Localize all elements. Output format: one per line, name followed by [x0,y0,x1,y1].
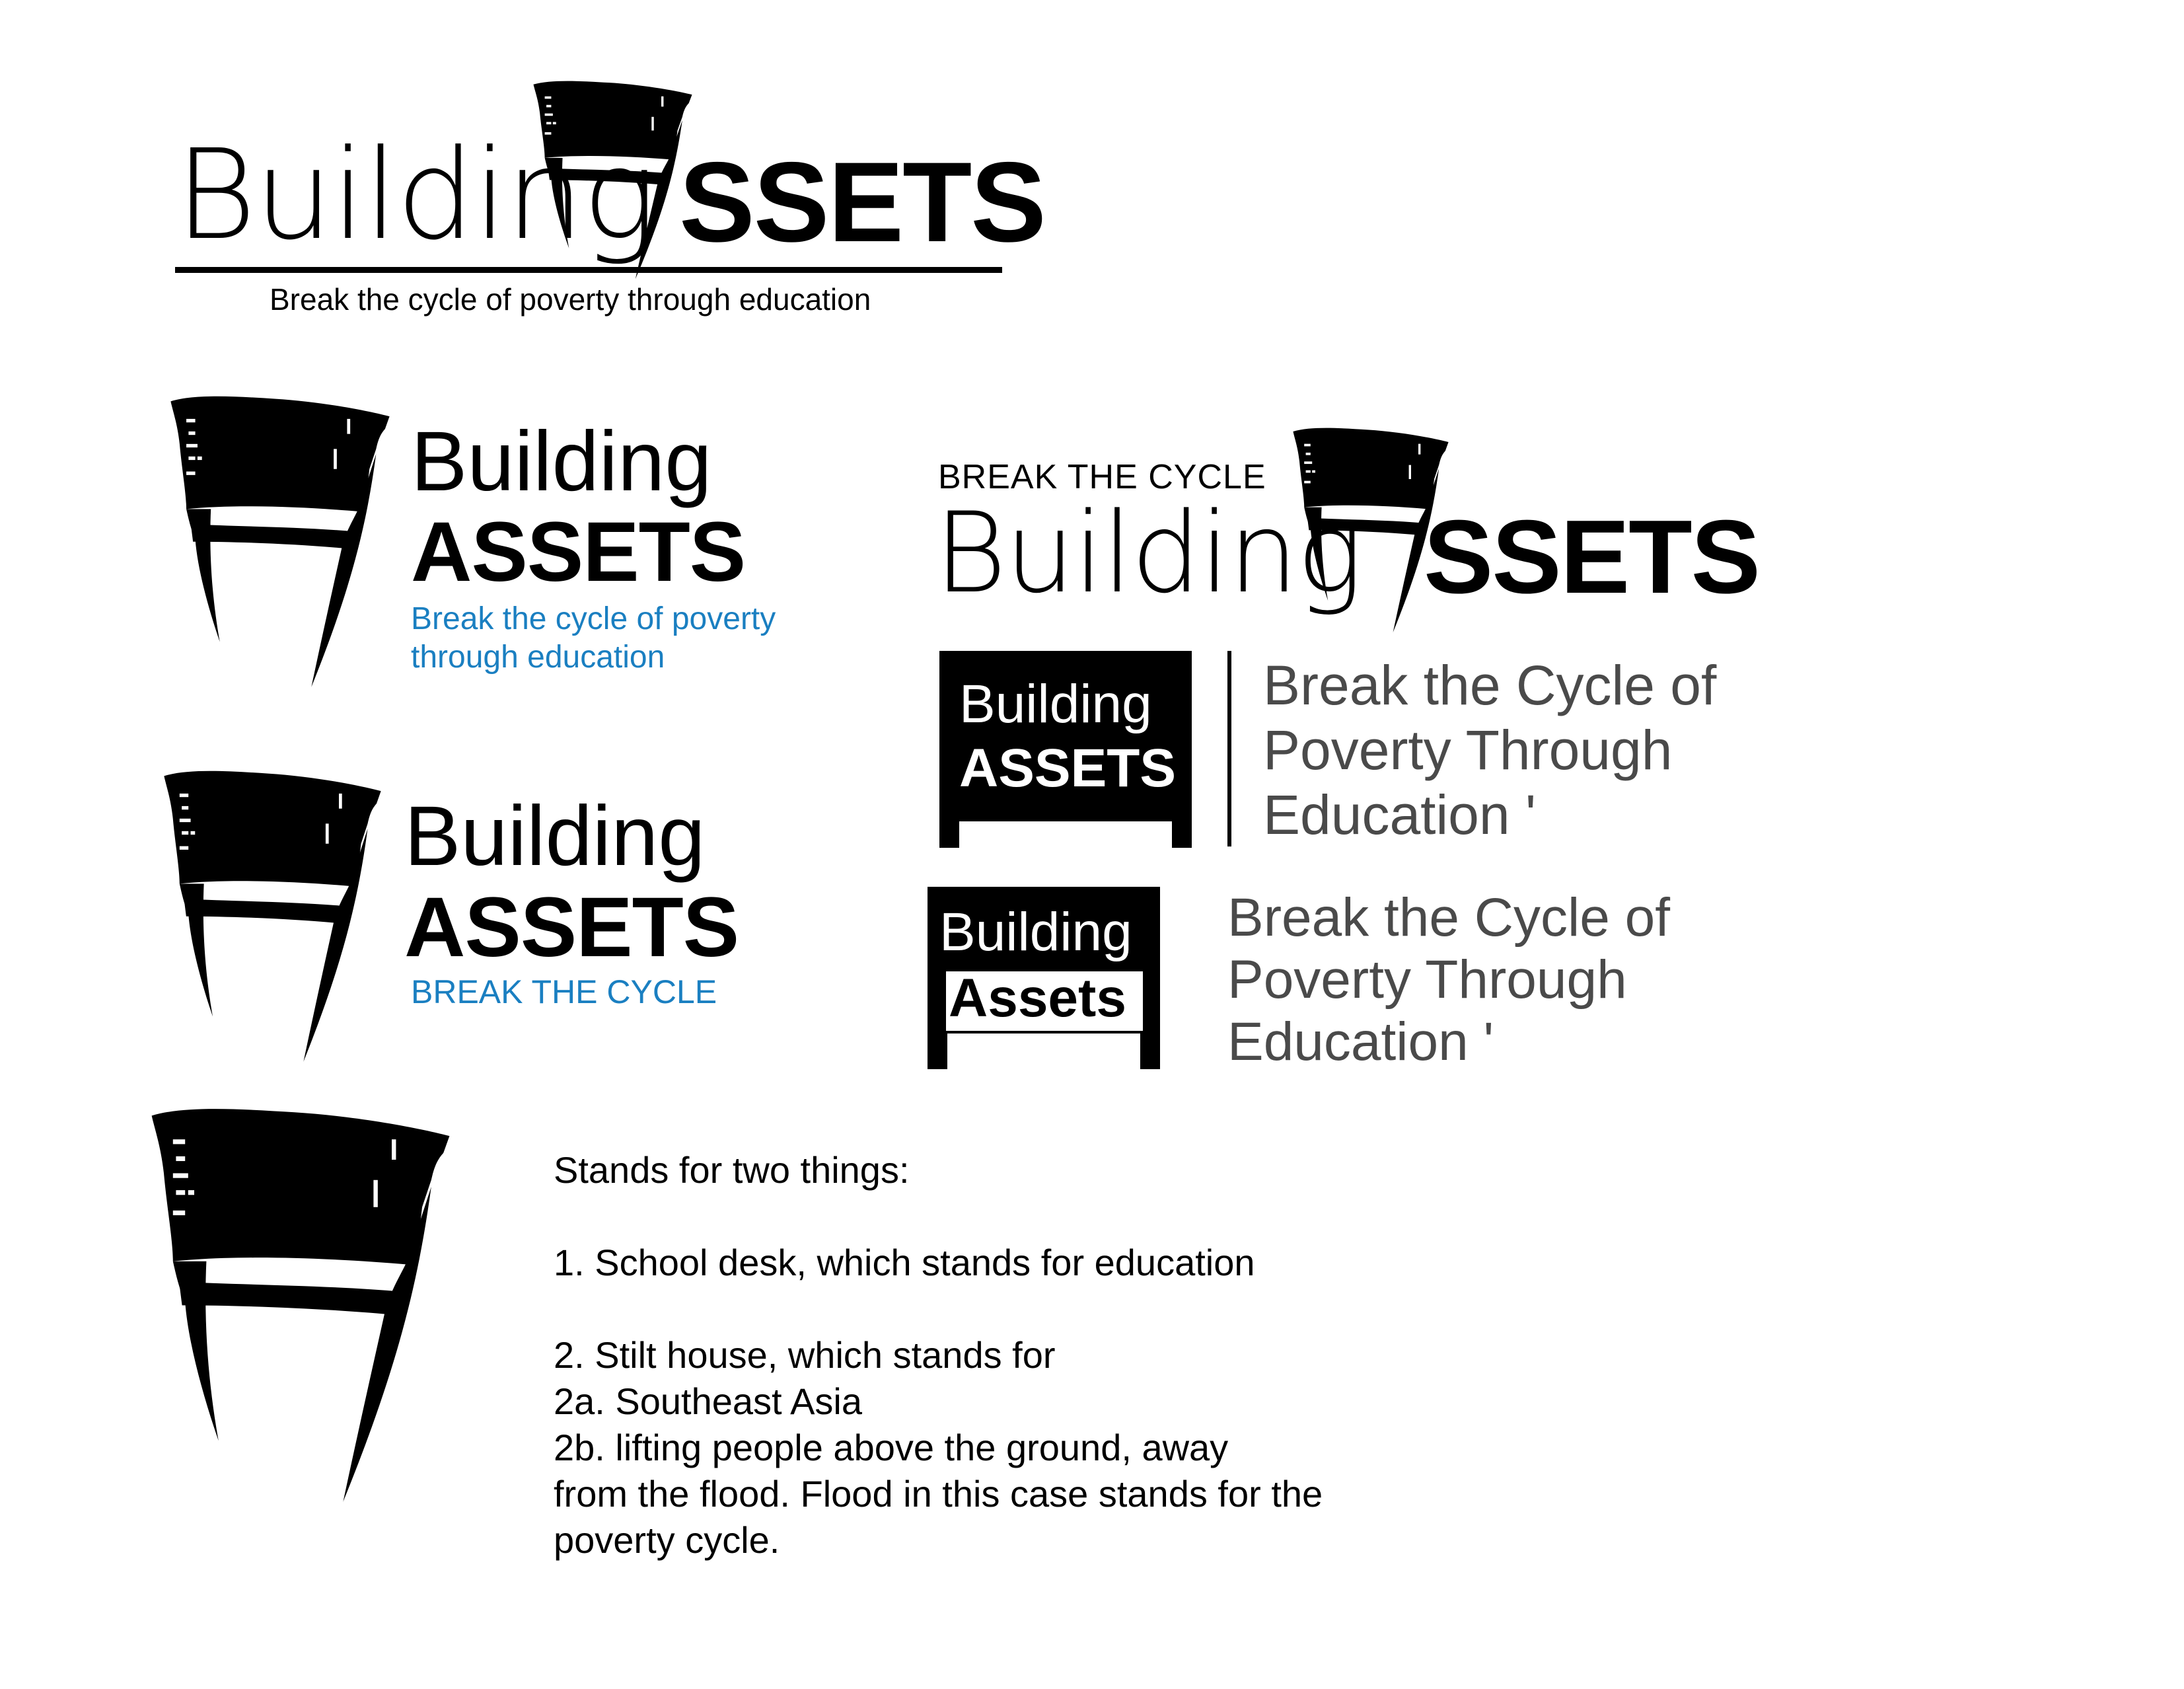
meaning-line [554,1286,1323,1332]
desk-stilt-house-icon [532,79,694,284]
desk-stilt-house-icon [162,769,383,1069]
meaning-line: 2a. Southeast Asia [554,1380,863,1422]
sign-tagline: Break the Cycle of Poverty Through Educa… [1263,653,1716,847]
sign-tagline-line: Break the Cycle of [1227,887,1670,948]
desk-stilt-house-icon [149,1106,453,1512]
logo-stacked-tagline-text: Break the cycle of poverty through educa… [411,601,776,675]
sign-leg-right [1172,816,1192,848]
sign-leg-right [1140,1028,1160,1069]
logo-kicker-word: Building [934,488,1363,618]
logo-kicker-assets: SSETS [1424,499,1761,615]
sign-tagline-line: Poverty Through [1263,719,1673,781]
sign-divider [1227,651,1231,846]
sign-tagline: Break the Cycle of Poverty Through Educa… [1227,887,1670,1073]
meaning-line: 2b. lifting people above the ground, awa… [554,1427,1229,1468]
meaning-line: Stands for two things: [554,1149,910,1191]
sign-leg-left [939,816,959,848]
meaning-line: 2. Stilt house, which stands for [554,1334,1056,1376]
logo-primary-tagline: Break the cycle of poverty through educa… [270,282,871,317]
logo-kicker-text: BREAK THE CYCLE [938,458,1266,496]
sign-block [939,651,1192,821]
meaning-line [554,1193,1323,1240]
sign-word: Building [959,674,1152,734]
sign-assets: ASSETS [959,738,1177,798]
logo-short-tagline: BREAK THE CYCLE [411,973,717,1010]
meaning-line: from the flood. Flood in this case stand… [554,1473,1323,1515]
mark-meaning-text: Stands for two things: 1. School desk, w… [554,1147,1323,1563]
logo-stacked-assets: ASSETS [411,505,746,599]
sign-tagline-line: Education ' [1227,1012,1494,1072]
meaning-line: poverty cycle. [554,1519,780,1561]
sign-word: Building [939,902,1132,962]
desk-stilt-house-icon [168,394,392,694]
sign-tagline-line: Poverty Through [1227,950,1627,1010]
sign-tagline-line: Break the Cycle of [1263,654,1717,716]
logo-short-assets: ASSETS [404,880,739,975]
logo-primary-assets: SSETS [679,139,1046,266]
sign-assets: Assets [949,968,1126,1028]
sign-leg-left [928,1028,947,1069]
logo-primary-underline [175,267,1002,273]
sign-assets-plate [946,971,1143,1031]
logo-stacked-word: Building [411,414,712,509]
meaning-line: 1. School desk, which stands for educati… [554,1242,1255,1283]
logo-short-word: Building [404,789,706,883]
sign-tagline-line: Education ' [1263,784,1536,846]
